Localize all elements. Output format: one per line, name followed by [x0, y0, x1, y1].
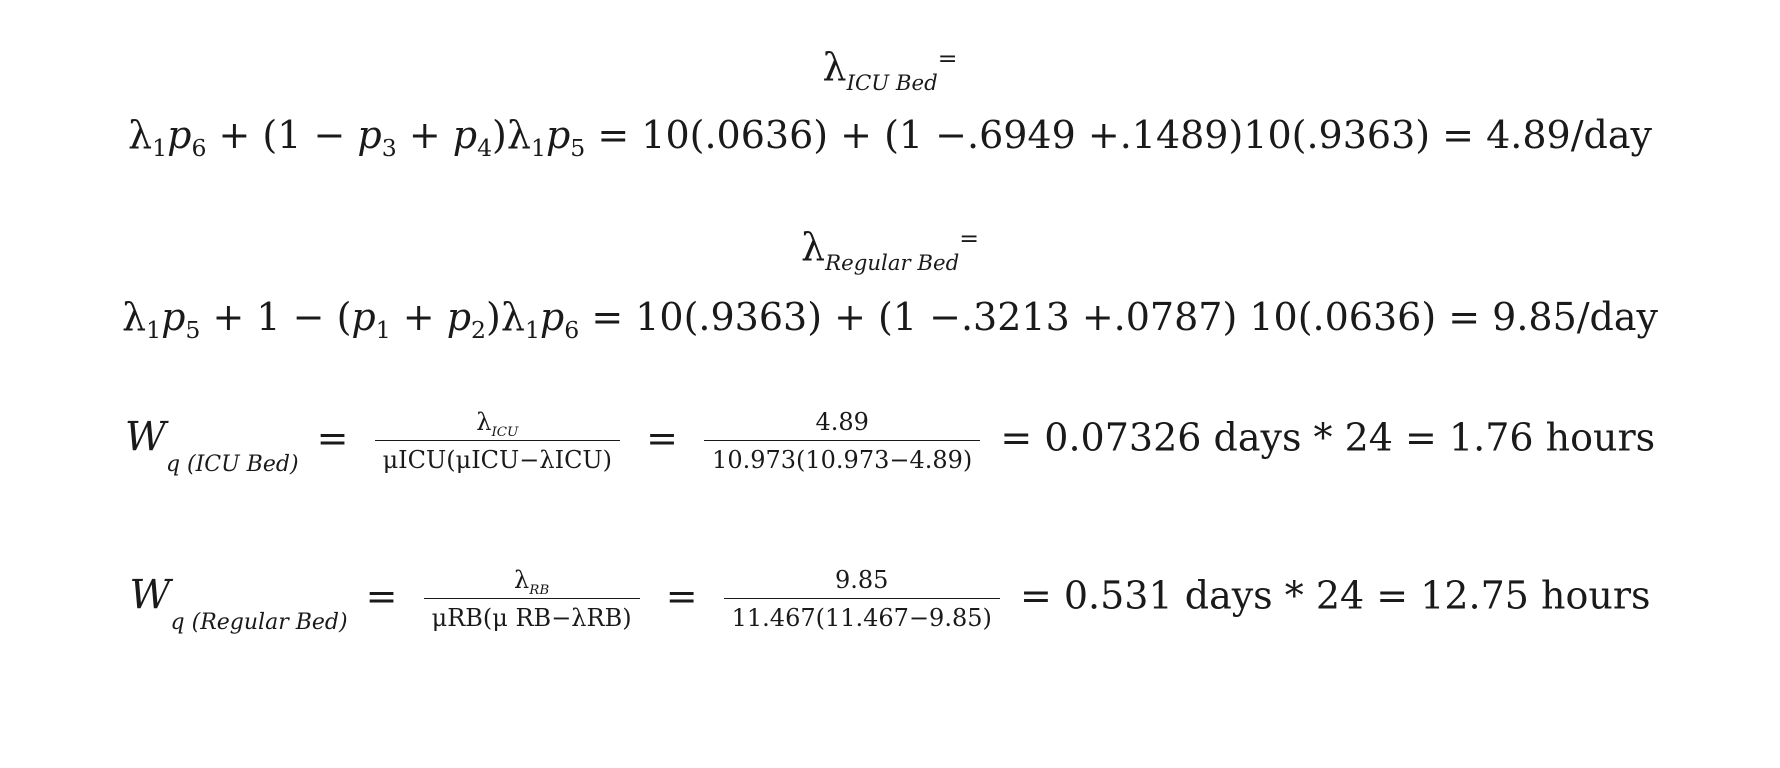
eq4-W-subscript: q (Regular Bed)	[170, 609, 348, 635]
eq3-fraction-numeric: 4.89 10.973(10.973−4.89)	[704, 408, 981, 474]
lambda-symbol: λ	[801, 225, 826, 269]
eq4-fraction-symbolic: λRB μRB(μ RB−λRB)	[423, 566, 640, 632]
eq3-waiting-time-icu: Wq (ICU Bed) = λICU μICU(μICU−λICU) = 4.…	[124, 408, 1656, 477]
eq2-title: λRegular Bed=	[0, 225, 1780, 274]
eq3-frac1-denominator: μICU(μICU−λICU)	[382, 446, 613, 474]
eq1-title-subscript: ICU Bed	[846, 70, 938, 96]
eq4-frac2-denominator: 11.467(11.467−9.85)	[731, 604, 992, 632]
eq4-waiting-time-regular: Wq (Regular Bed) = λRB μRB(μ RB−λRB) = 9…	[129, 566, 1651, 635]
eq4-W: W	[129, 572, 171, 619]
eq4-frac1-numerator: λRB	[423, 566, 640, 599]
eq2-lhs: λ1p5 + 1 − (p1 + p2)λ1p6	[122, 295, 580, 345]
eq2-title-equals: =	[959, 224, 979, 253]
eq4-frac1-denominator: μRB(μ RB−λRB)	[431, 604, 632, 632]
eq1-lhs: λ1p6 + (1 − p3 + p4)λ1p5	[128, 113, 586, 163]
eq4-result: = 0.531 days * 24 = 12.75 hours	[1019, 573, 1651, 618]
eq2-body: = 10(.9363) + (1 −.3213 +.0787) 10(.0636…	[591, 295, 1658, 339]
eq1-expansion: λ1p6 + (1 − p3 + p4)λ1p5 = 10(.0636) + (…	[0, 113, 1780, 163]
eq1-body: = 10(.0636) + (1 −.6949 +.1489)10(.9363)…	[597, 113, 1652, 157]
eq3-frac1-numerator: λICU	[374, 408, 621, 441]
eq3-fraction-symbolic: λICU μICU(μICU−λICU)	[374, 408, 621, 474]
eq2-expansion: λ1p5 + 1 − (p1 + p2)λ1p6 = 10(.9363) + (…	[0, 295, 1780, 345]
eq2-title-subscript: Regular Bed	[825, 250, 960, 276]
eq1-title-equals: =	[937, 44, 958, 73]
lambda-symbol: λ	[822, 45, 847, 89]
eq4-frac2-numerator: 9.85	[723, 566, 1000, 599]
eq3-result: = 0.07326 days * 24 = 1.76 hours	[1000, 415, 1656, 460]
eq3-frac2-numerator: 4.89	[704, 408, 981, 441]
eq3-W-subscript: q (ICU Bed)	[165, 451, 299, 477]
eq1-title: λICU Bed=	[0, 45, 1780, 94]
eq3-W: W	[124, 414, 166, 461]
eq4-fraction-numeric: 9.85 11.467(11.467−9.85)	[723, 566, 1000, 632]
eq3-frac2-denominator: 10.973(10.973−4.89)	[712, 446, 973, 474]
